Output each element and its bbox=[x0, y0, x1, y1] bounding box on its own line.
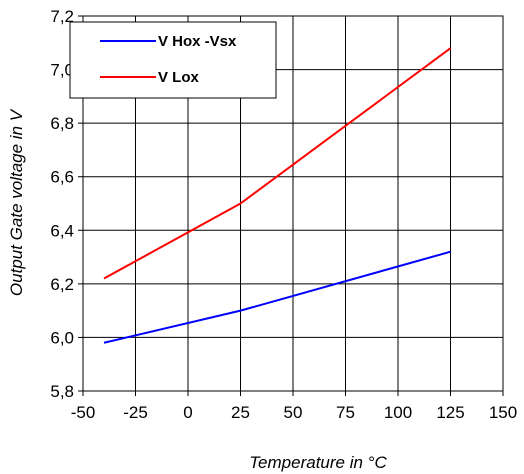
legend: V Hox -Vsx V Lox bbox=[69, 21, 277, 99]
legend-box bbox=[69, 21, 277, 99]
x-tick-label: 100 bbox=[384, 403, 412, 422]
x-tick-label: 75 bbox=[336, 403, 355, 422]
x-tick-label: 0 bbox=[183, 403, 192, 422]
x-tick-label: 50 bbox=[284, 403, 303, 422]
y-tick-label: 6,8 bbox=[50, 114, 74, 133]
x-tick-label: -25 bbox=[123, 403, 148, 422]
y-tick-label: 7,2 bbox=[50, 7, 74, 26]
series-line-v-hox-vsx bbox=[103, 250, 451, 344]
y-tick-label: 6,2 bbox=[50, 275, 74, 294]
x-tick-label: 25 bbox=[231, 403, 250, 422]
x-tick-label: -50 bbox=[71, 403, 96, 422]
legend-label-v-lox: V Lox bbox=[158, 69, 199, 86]
y-axis-title: Output Gate voltage in V bbox=[7, 108, 26, 296]
x-axis-title: Temperature in °C bbox=[249, 453, 387, 472]
y-tick-label: 6,0 bbox=[50, 328, 74, 347]
series-line-v-lox bbox=[103, 47, 452, 280]
x-axis-ticks: -50 -25 0 25 50 75 100 125 150 bbox=[71, 391, 517, 422]
y-tick-label: 7,0 bbox=[50, 61, 74, 80]
y-axis-ticks: 5,8 6,0 6,2 6,4 6,6 6,8 7,0 7,2 bbox=[50, 7, 83, 401]
series-layer bbox=[103, 47, 452, 344]
x-tick-label: 125 bbox=[436, 403, 464, 422]
y-tick-label: 6,6 bbox=[50, 168, 74, 187]
y-tick-label: 5,8 bbox=[50, 382, 74, 401]
y-tick-label: 6,4 bbox=[50, 221, 74, 240]
legend-label-v-hox-vsx: V Hox -Vsx bbox=[158, 33, 237, 50]
x-tick-label: 150 bbox=[489, 403, 517, 422]
